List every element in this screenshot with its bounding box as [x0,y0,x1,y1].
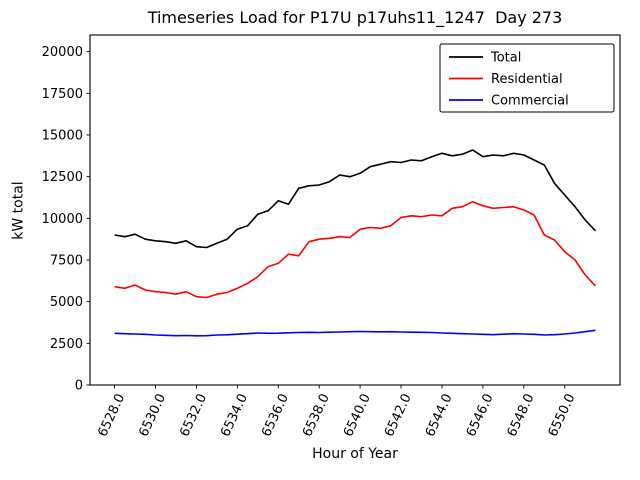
chart-title: Timeseries Load for P17U p17uhs11_1247 D… [147,8,563,27]
x-tick-label: 6538.0 [300,392,333,440]
x-tick-label: 6544.0 [423,392,456,440]
series-line-total [114,149,596,249]
x-tick-label: 6530.0 [136,392,169,440]
series-line-residential [114,200,596,299]
x-axis: 6528.0 6530.0 6532.0 6534.0 6536.0 6538.0 6540… [95,385,578,439]
axes-spines [89,34,621,386]
x-tick-label: 6546.0 [464,392,497,440]
legend-box [439,43,615,113]
x-tick-label: 6528.0 [95,392,128,440]
x-tick-label: 6532.0 [177,392,210,440]
x-tick-label: 6536.0 [259,392,292,440]
y-tick-label: 5000 [50,295,83,310]
y-tick-label: 2500 [50,337,83,352]
series-line-commercial [114,329,596,337]
y-tick-label: 12500 [42,170,83,185]
y-axis-label: kW total [10,181,27,240]
y-axis: 0 2500 5000 7500 10000 12500 15000 17500 20000 [42,45,90,394]
y-tick-label: 20000 [42,45,83,60]
legend: Total Residential Commercial [439,43,615,113]
x-axis-label: Hour of Year [312,446,398,462]
y-tick-label: 0 [75,379,83,394]
legend-label-total: Total [490,51,521,66]
y-tick-label: 7500 [50,254,83,269]
x-tick-label: 6542.0 [382,392,415,440]
x-tick-label: 6550.0 [546,392,579,440]
x-tick-label: 6540.0 [341,392,374,440]
legend-label-commercial: Commercial [491,94,569,109]
y-tick-label: 15000 [42,129,83,144]
y-tick-label: 10000 [42,212,83,227]
x-tick-label: 6534.0 [218,392,251,440]
legend-label-residential: Residential [491,72,563,87]
y-tick-label: 17500 [42,87,83,102]
x-tick-label: 6548.0 [505,392,538,440]
